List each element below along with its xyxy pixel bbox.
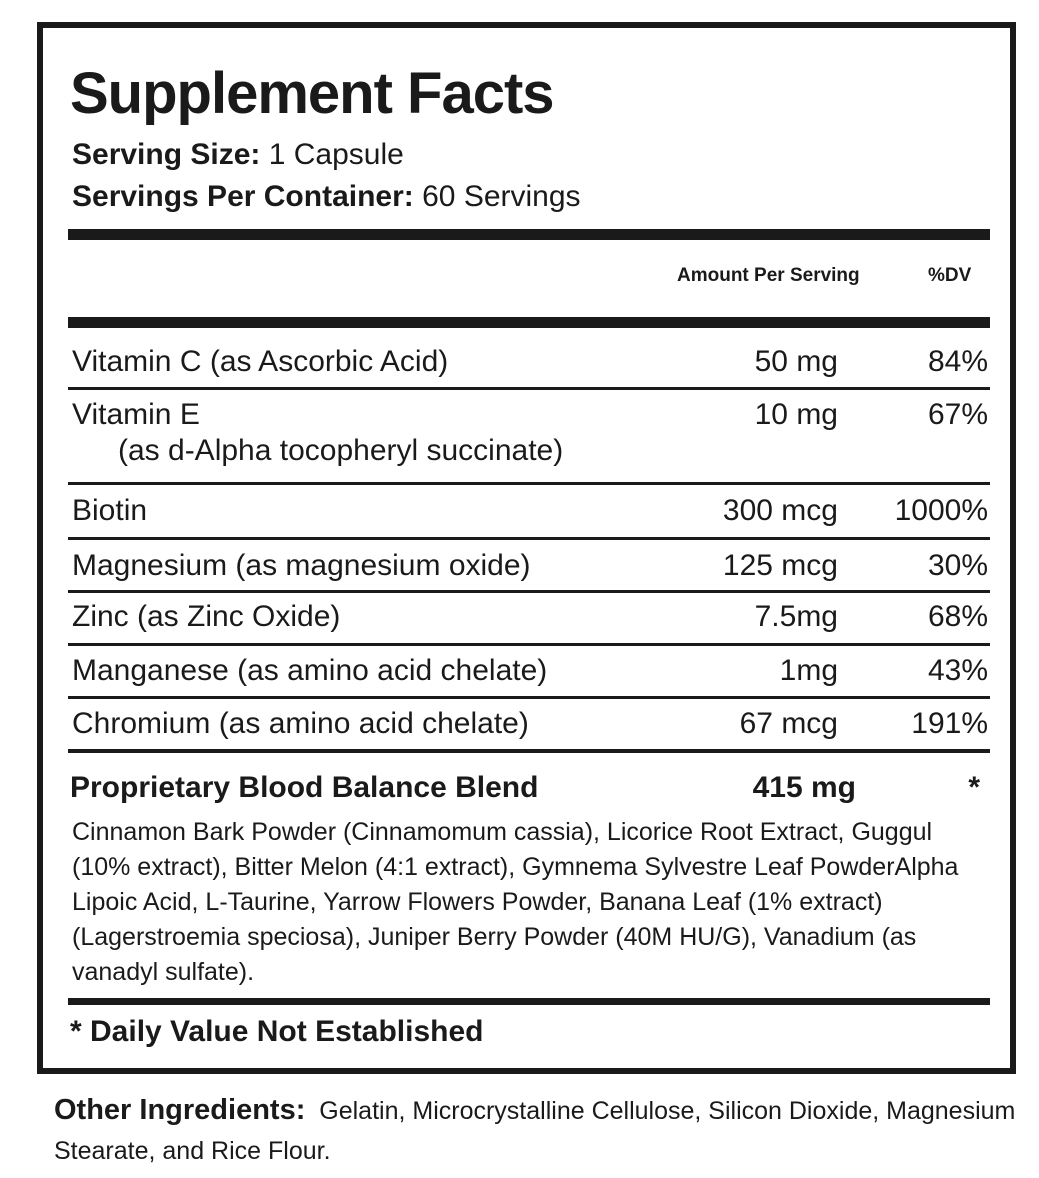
divider — [68, 537, 990, 540]
nutrient-name: Magnesium (as magnesium oxide) — [72, 549, 531, 582]
nutrient-dv: 67% — [927, 398, 988, 431]
nutrient-dv: 191% — [911, 707, 988, 740]
nutrient-dv: 84% — [927, 345, 988, 378]
blend-dv: * — [968, 771, 980, 804]
amount-header: Amount Per Serving — [677, 265, 860, 286]
divider — [68, 317, 990, 328]
nutrient-dv: 1000% — [894, 494, 988, 527]
nutrient-amount: 300 mcg — [722, 494, 838, 527]
divider — [68, 749, 990, 753]
nutrient-amount: 125 mcg — [722, 549, 838, 582]
divider — [68, 643, 990, 646]
divider — [68, 998, 990, 1005]
nutrient-source: (as d-Alpha tocopheryl succinate) — [118, 434, 564, 467]
other-ingredients-value: Gelatin, Microcrystalline Cellulose, Sil… — [54, 1097, 1016, 1165]
nutrient-name: Manganese (as amino acid chelate) — [72, 654, 548, 687]
divider — [68, 482, 990, 485]
nutrient-amount: 1mg — [779, 654, 838, 687]
nutrient-name: Biotin — [72, 494, 148, 527]
serving-size-label: Serving Size: — [72, 138, 261, 171]
page-title: Supplement Facts — [70, 61, 555, 126]
nutrient-name: Vitamin E — [72, 398, 200, 431]
divider — [68, 387, 990, 390]
nutrient-dv: 43% — [927, 654, 988, 687]
other-ingredients-label: Other Ingredients: — [54, 1094, 306, 1126]
dv-header: %DV — [928, 265, 972, 286]
nutrient-amount: 50 mg — [754, 345, 838, 378]
nutrient-amount: 10 mg — [754, 398, 838, 431]
blend-name: Proprietary Blood Balance Blend — [70, 771, 539, 804]
nutrient-name: Chromium (as amino acid chelate) — [72, 707, 529, 740]
divider — [68, 590, 990, 593]
blend-ingredients: Cinnamon Bark Powder (Cinnamomum cassia)… — [72, 818, 959, 986]
other-ingredients: Other Ingredients: Gelatin, Microcrystal… — [54, 1090, 1024, 1171]
nutrient-amount: 7.5mg — [754, 600, 838, 633]
servings-value: 60 Servings — [422, 180, 581, 213]
nutrient-dv: 68% — [927, 600, 988, 633]
blend-amount: 415 mg — [752, 771, 856, 804]
divider — [68, 696, 990, 699]
serving-size: Serving Size: 1 Capsule — [72, 138, 404, 172]
servings-label: Servings Per Container: — [72, 180, 414, 213]
nutrient-name: Vitamin C (as Ascorbic Acid) — [72, 345, 449, 378]
divider — [68, 229, 990, 240]
servings-per-container: Servings Per Container: 60 Servings — [72, 180, 581, 214]
nutrient-dv: 30% — [927, 549, 988, 582]
nutrient-amount: 67 mcg — [739, 707, 838, 740]
nutrient-name: Zinc (as Zinc Oxide) — [72, 600, 341, 633]
serving-size-value: 1 Capsule — [268, 138, 404, 171]
facts-panel — [37, 22, 1016, 1074]
footnote: * Daily Value Not Established — [70, 1015, 484, 1048]
